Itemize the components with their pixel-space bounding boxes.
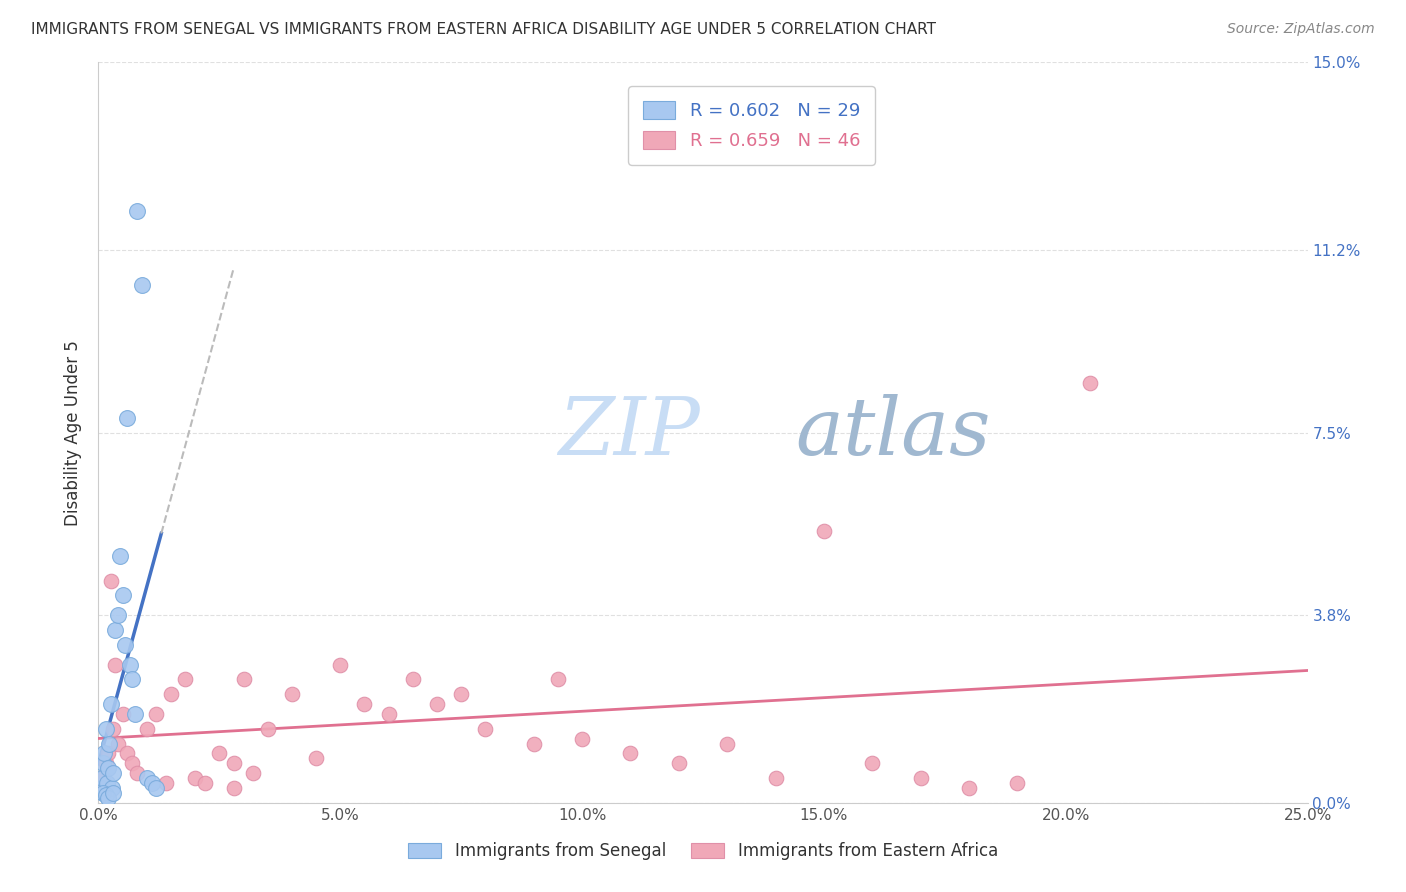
Point [93, 747, 115, 761]
Point [145, 706, 167, 721]
Point [329, 657, 352, 672]
Point [474, 722, 496, 736]
Point [155, 776, 177, 790]
Point [222, 756, 245, 771]
Point [94, 756, 117, 771]
Point [305, 751, 328, 765]
Point [91, 771, 114, 785]
Point [353, 697, 375, 711]
Point [124, 706, 146, 721]
Point [160, 687, 183, 701]
Point [184, 771, 207, 785]
Point [97, 747, 120, 761]
Point [402, 673, 425, 687]
Point [571, 731, 593, 746]
Point [104, 657, 127, 672]
Point [957, 780, 980, 795]
Point [111, 589, 134, 603]
Point [242, 766, 264, 780]
Point [101, 786, 124, 800]
Point [426, 697, 449, 711]
Point [100, 697, 122, 711]
Text: IMMIGRANTS FROM SENEGAL VS IMMIGRANTS FROM EASTERN AFRICA DISABILITY AGE UNDER 5: IMMIGRANTS FROM SENEGAL VS IMMIGRANTS FR… [31, 22, 936, 37]
Point [222, 780, 245, 795]
Point [716, 737, 738, 751]
Y-axis label: Disability Age Under 5: Disability Age Under 5 [65, 340, 83, 525]
Point [668, 756, 690, 771]
Point [107, 608, 129, 623]
Point [860, 756, 883, 771]
Point [104, 623, 127, 637]
Point [131, 277, 153, 292]
Point [174, 673, 197, 687]
Point [111, 706, 134, 721]
Point [107, 737, 129, 751]
Point [101, 722, 124, 736]
Point [232, 673, 254, 687]
Point [94, 789, 117, 803]
Point [1078, 376, 1101, 391]
Point [910, 771, 932, 785]
Point [765, 771, 787, 785]
Point [450, 687, 472, 701]
Point [91, 771, 114, 785]
Point [208, 747, 231, 761]
Point [813, 524, 835, 539]
Point [117, 410, 139, 425]
Text: ZIP: ZIP [558, 394, 700, 471]
Point [108, 549, 131, 563]
Text: Source: ZipAtlas.com: Source: ZipAtlas.com [1227, 22, 1375, 37]
Point [101, 766, 124, 780]
Point [96, 776, 118, 790]
Point [194, 776, 217, 790]
Point [135, 722, 157, 736]
Point [101, 780, 124, 795]
Point [114, 638, 136, 652]
Point [90, 780, 112, 795]
Point [91, 786, 114, 800]
Point [117, 747, 139, 761]
Point [547, 673, 569, 687]
Point [256, 722, 278, 736]
Point [121, 756, 143, 771]
Legend: Immigrants from Senegal, Immigrants from Eastern Africa: Immigrants from Senegal, Immigrants from… [399, 834, 1007, 869]
Point [1007, 776, 1029, 790]
Point [523, 737, 546, 751]
Point [141, 776, 163, 790]
Point [127, 203, 149, 218]
Point [121, 673, 143, 687]
Point [281, 687, 304, 701]
Point [135, 771, 157, 785]
Point [100, 574, 122, 588]
Point [98, 737, 121, 751]
Point [145, 780, 167, 795]
Point [91, 756, 114, 771]
Point [94, 722, 117, 736]
Point [127, 766, 149, 780]
Point [97, 790, 120, 805]
Point [97, 761, 120, 775]
Point [619, 747, 641, 761]
Point [118, 657, 141, 672]
Text: atlas: atlas [794, 394, 990, 471]
Point [377, 706, 399, 721]
